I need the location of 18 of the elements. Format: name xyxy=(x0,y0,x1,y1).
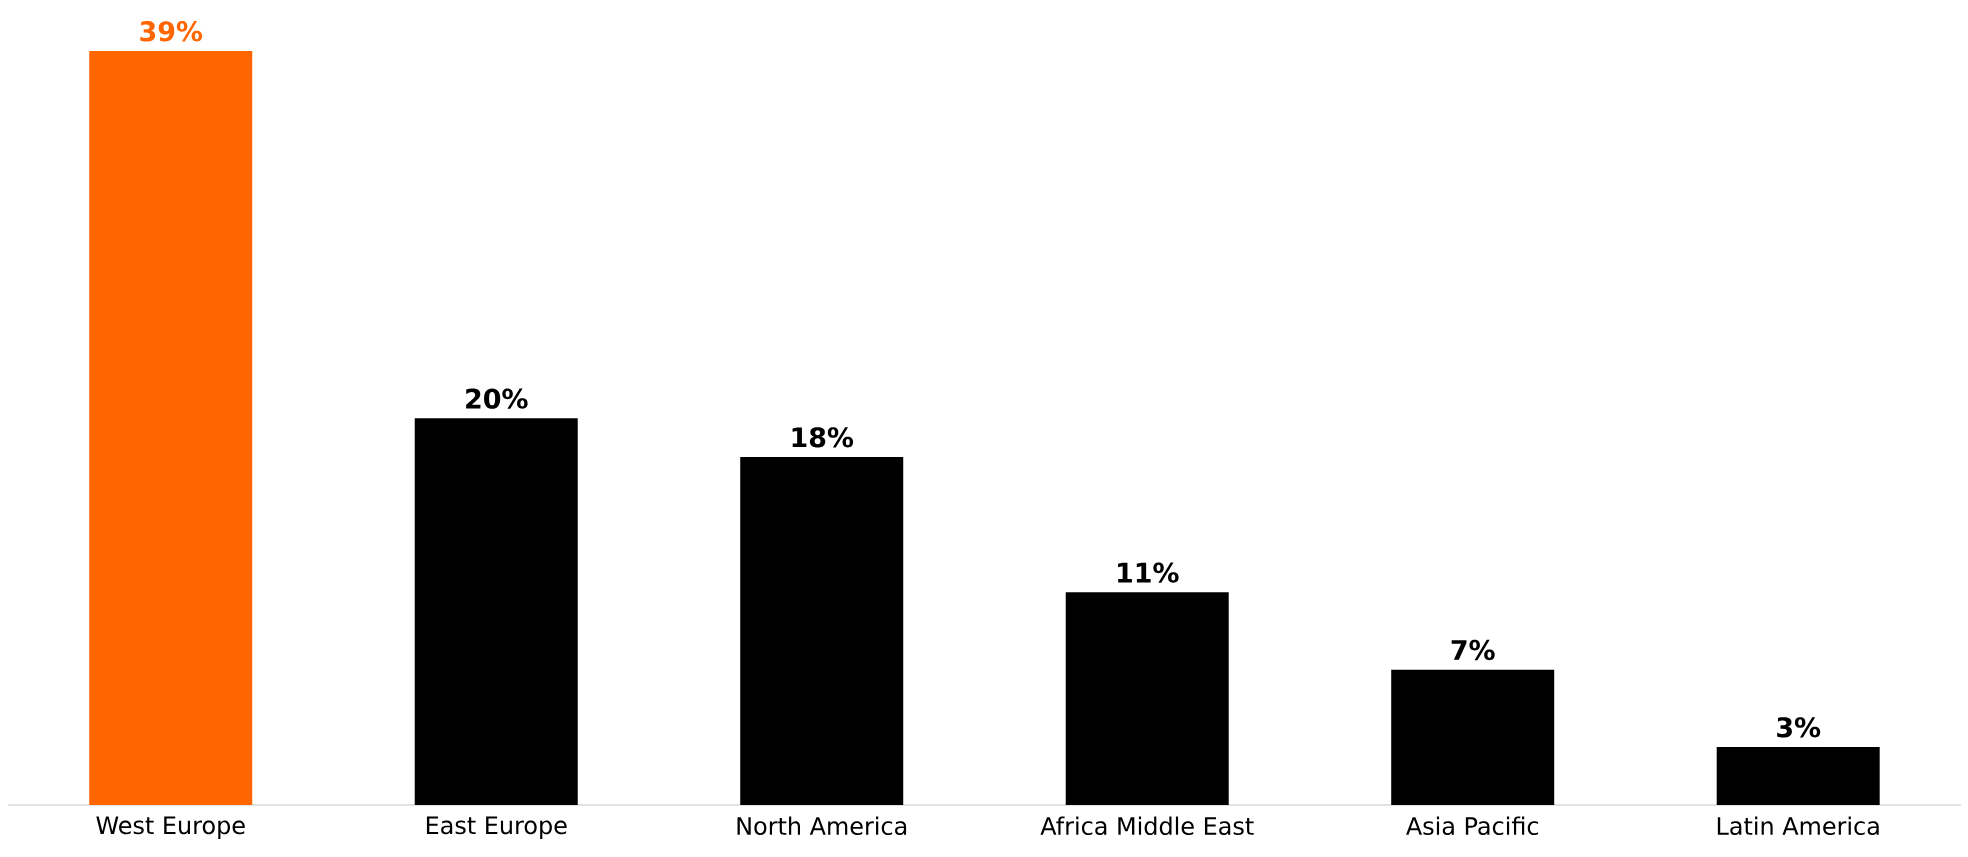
x-tick-label: Latin America xyxy=(1717,816,1879,836)
bar xyxy=(1065,592,1229,805)
x-tick-label: Asia Pacific xyxy=(1406,816,1539,836)
bar xyxy=(740,457,904,805)
x-tick-label: East Europe xyxy=(426,816,567,839)
data-label: 18% xyxy=(792,427,854,448)
x-tick-label: Africa Middle East xyxy=(1040,816,1254,836)
x-tick-label: North America xyxy=(737,816,907,836)
bar xyxy=(1716,747,1880,805)
bar xyxy=(89,50,253,805)
bar xyxy=(1391,669,1555,805)
data-label: 3% xyxy=(1777,717,1821,738)
x-tick-label: West Europe xyxy=(96,816,245,839)
data-label: 20% xyxy=(466,388,528,409)
bar xyxy=(414,418,578,805)
data-label: 11% xyxy=(1118,562,1179,583)
data-label: 7% xyxy=(1451,639,1495,661)
data-label: 39% xyxy=(140,21,203,42)
